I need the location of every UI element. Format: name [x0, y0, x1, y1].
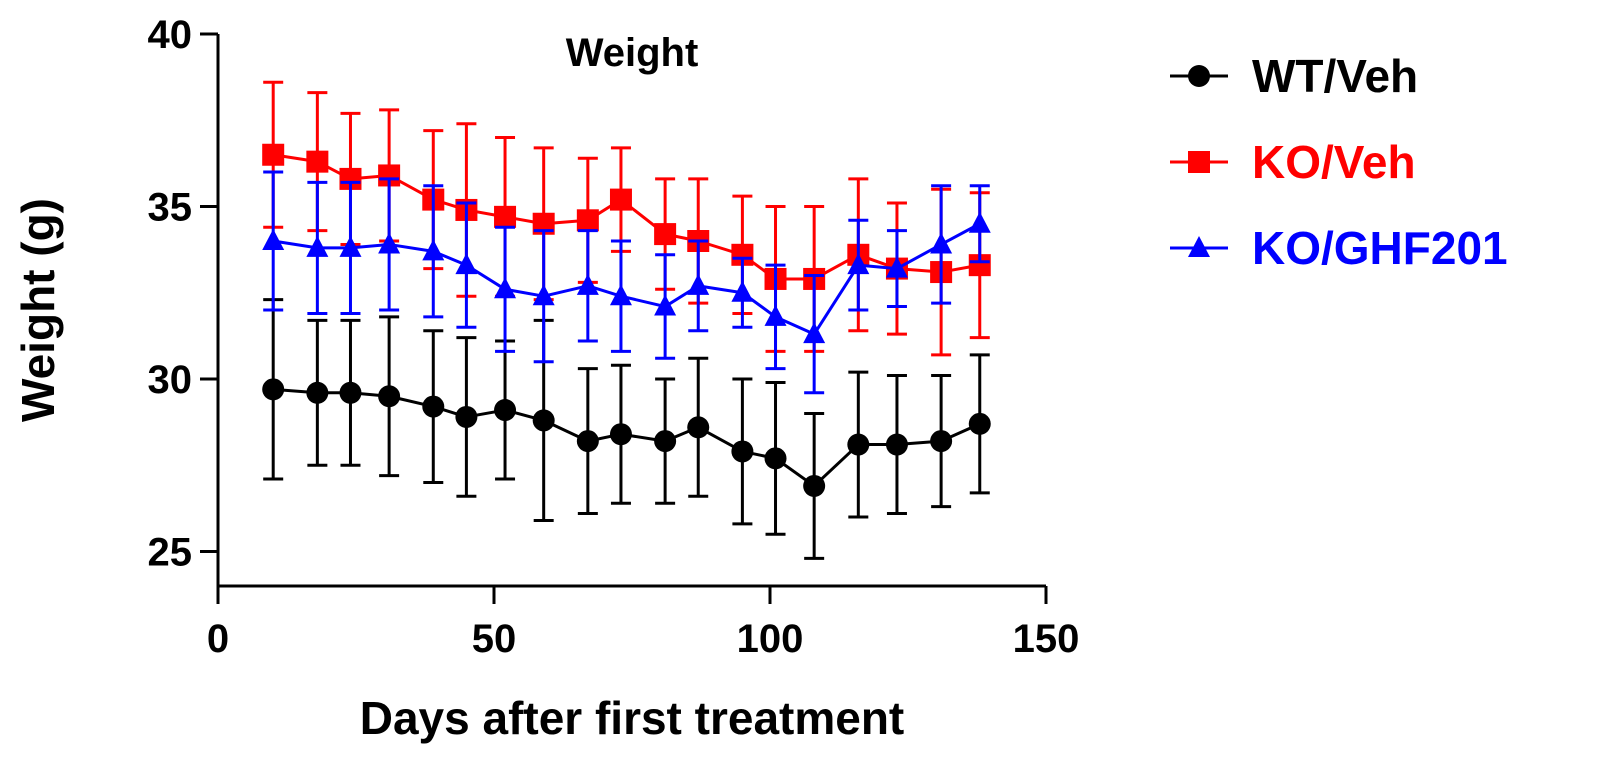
- legend-marker: [1188, 151, 1210, 173]
- x-tick-label: 50: [472, 617, 517, 661]
- data-point: [968, 412, 991, 435]
- data-point: [378, 385, 401, 408]
- data-point: [339, 381, 362, 404]
- plot-area: [262, 80, 991, 560]
- y-tick-label: 40: [148, 13, 193, 57]
- data-point: [532, 284, 555, 306]
- data-point: [731, 440, 754, 463]
- data-point: [687, 273, 710, 295]
- data-point: [306, 381, 329, 404]
- data-point: [378, 164, 401, 187]
- chart-title: Weight: [566, 31, 699, 75]
- data-point: [731, 280, 754, 302]
- legend-label: WT/Veh: [1252, 50, 1418, 102]
- data-point: [494, 399, 517, 422]
- data-point: [885, 256, 908, 278]
- legend-item-wt-veh: WT/Veh: [1170, 50, 1418, 102]
- x-tick-label: 150: [1013, 617, 1080, 661]
- y-tick-label: 25: [148, 531, 193, 575]
- data-point: [654, 294, 677, 316]
- series-wt-veh: [262, 298, 991, 560]
- data-point: [930, 430, 953, 453]
- legend: WT/Veh KO/Veh KO/GHF201: [1170, 50, 1508, 274]
- data-point: [803, 474, 826, 497]
- data-point: [847, 253, 870, 275]
- series-ko-ghf201: [262, 170, 991, 395]
- x-axis-title: Days after first treatment: [360, 692, 905, 744]
- data-point: [339, 167, 362, 190]
- data-point: [494, 277, 517, 299]
- data-point: [968, 254, 991, 277]
- data-point: [576, 430, 599, 453]
- data-point: [306, 150, 329, 173]
- y-tick-label: 35: [148, 186, 193, 230]
- data-point: [764, 447, 787, 470]
- data-point: [654, 430, 677, 453]
- data-point: [306, 235, 329, 257]
- data-point: [609, 284, 632, 306]
- data-point: [576, 273, 599, 295]
- data-point: [687, 416, 710, 439]
- data-point: [262, 143, 285, 166]
- data-point: [654, 223, 677, 246]
- y-tick-label: 30: [148, 358, 193, 402]
- legend-label: KO/GHF201: [1252, 222, 1508, 274]
- x-tick-label: 100: [737, 617, 804, 661]
- data-point: [422, 239, 445, 261]
- legend-marker: [1188, 236, 1210, 257]
- y-axis-title: Weight (g): [12, 198, 64, 422]
- legend-item-ko-veh: KO/Veh: [1170, 136, 1416, 188]
- data-point: [968, 211, 991, 233]
- series-ko-veh: [262, 80, 991, 357]
- data-point: [576, 209, 599, 232]
- legend-label: KO/Veh: [1252, 136, 1416, 188]
- data-point: [609, 188, 632, 211]
- data-point: [422, 395, 445, 418]
- data-point: [731, 243, 754, 266]
- data-point: [455, 405, 478, 428]
- data-point: [803, 322, 826, 344]
- data-point: [930, 232, 953, 254]
- legend-marker: [1188, 65, 1210, 87]
- x-tick-label: 0: [207, 617, 229, 661]
- data-point: [339, 235, 362, 257]
- data-point: [378, 232, 401, 254]
- legend-item-ko-ghf201: KO/GHF201: [1170, 222, 1508, 274]
- data-point: [262, 378, 285, 401]
- data-point: [494, 205, 517, 228]
- data-point: [609, 423, 632, 446]
- data-point: [764, 304, 787, 326]
- data-point: [885, 433, 908, 456]
- data-point: [262, 229, 285, 250]
- data-point: [847, 433, 870, 456]
- data-point: [455, 253, 478, 275]
- data-point: [532, 409, 555, 432]
- axes: 25 30 35 40 0 50 100 150: [148, 13, 1080, 661]
